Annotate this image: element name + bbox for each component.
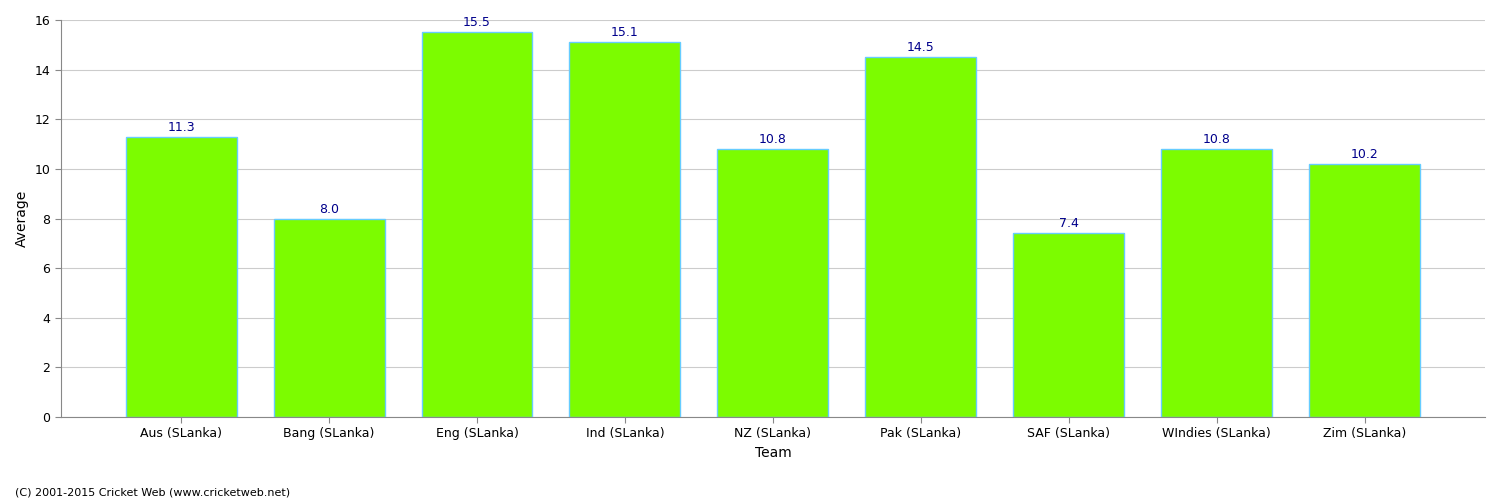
Text: 14.5: 14.5 [908,41,934,54]
Text: 7.4: 7.4 [1059,218,1078,230]
Bar [422,32,532,417]
Text: 15.1: 15.1 [610,26,639,40]
Bar [865,57,976,417]
X-axis label: Team: Team [754,446,792,460]
Bar [570,42,681,417]
Text: 10.8: 10.8 [1203,133,1231,146]
Text: 11.3: 11.3 [168,120,195,134]
Text: 15.5: 15.5 [464,16,490,30]
Text: 10.2: 10.2 [1352,148,1378,161]
Text: (C) 2001-2015 Cricket Web (www.cricketweb.net): (C) 2001-2015 Cricket Web (www.cricketwe… [15,488,290,498]
Bar [1310,164,1420,417]
Bar [126,136,237,417]
Text: 10.8: 10.8 [759,133,788,146]
Text: 8.0: 8.0 [320,202,339,215]
Bar [717,149,828,417]
Y-axis label: Average: Average [15,190,28,247]
Bar [273,218,384,417]
Bar [1014,234,1125,417]
Bar [1161,149,1272,417]
